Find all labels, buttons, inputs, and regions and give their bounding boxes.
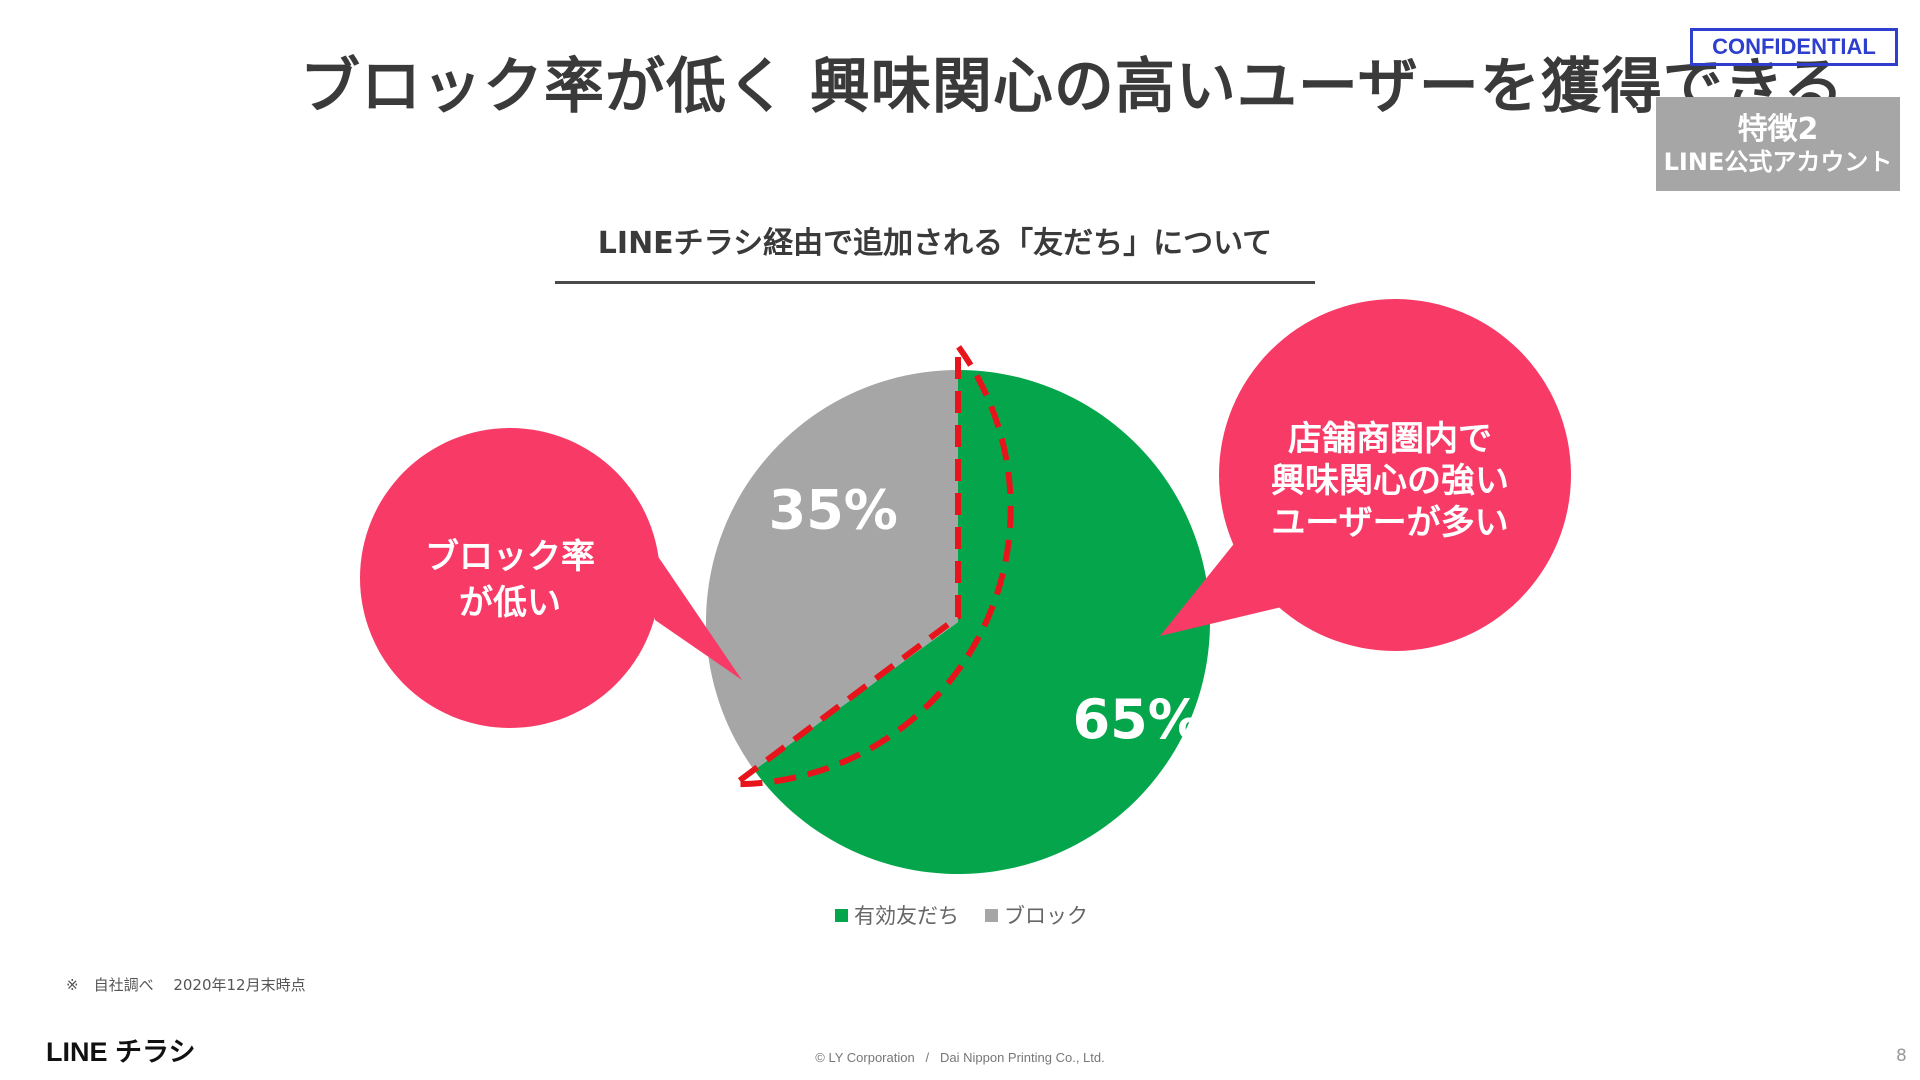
callout-left-bubble bbox=[360, 428, 660, 728]
callout-right-line3: ユーザーが多い bbox=[1271, 503, 1508, 543]
legend-item-block: ブロック bbox=[985, 900, 1088, 930]
confidential-badge: CONFIDENTIAL bbox=[1690, 28, 1898, 66]
legend-label-block: ブロック bbox=[1004, 904, 1088, 928]
callout-left: ブロック率 が低い bbox=[360, 428, 742, 728]
copyright: © LY Corporation / Dai Nippon Printing C… bbox=[815, 1050, 1105, 1065]
legend-item-active: 有効友だち bbox=[835, 900, 959, 930]
legend-label-active: 有効友だち bbox=[854, 904, 959, 928]
feature-badge: 特徴2 LINE公式アカウント bbox=[1656, 97, 1900, 191]
callout-left-tail bbox=[640, 530, 742, 680]
block-slice-highlight bbox=[725, 336, 1014, 788]
chart-legend: 有効友だち ブロック bbox=[835, 900, 1088, 930]
pie-slice-block bbox=[706, 370, 958, 771]
callout-left-line2: が低い bbox=[459, 583, 561, 623]
feature-badge-number: 特徴2 bbox=[1737, 111, 1819, 147]
chart-subtitle: LINEチラシ経由で追加される「友だち」について bbox=[597, 226, 1273, 261]
legend-swatch-active bbox=[835, 908, 848, 922]
callout-right-line1: 店舗商圏内で bbox=[1288, 419, 1492, 459]
callout-left-line1: ブロック率 bbox=[425, 537, 595, 577]
slide-title: ブロック率が低く 興味関心の高いユーザーを獲得できる bbox=[300, 52, 1845, 122]
callout-right-tail bbox=[1160, 530, 1290, 636]
feature-badge-label: LINE公式アカウント bbox=[1663, 147, 1893, 176]
page-number: 8 bbox=[1896, 1046, 1907, 1066]
footnote: ※ 自社調べ 2020年12月末時点 bbox=[66, 976, 306, 994]
pie-slices bbox=[706, 370, 1210, 875]
pie-value-labels: 65% 35% bbox=[769, 478, 1202, 751]
value-label-block: 35% bbox=[769, 478, 898, 541]
subtitle-underline bbox=[555, 281, 1315, 284]
callout-right-line2: 興味関心の強い bbox=[1271, 461, 1509, 501]
value-label-active: 65% bbox=[1073, 688, 1202, 751]
line-chirashi-logo: LINE チラシ bbox=[46, 1037, 196, 1067]
callout-right: 店舗商圏内で 興味関心の強い ユーザーが多い bbox=[1160, 299, 1571, 651]
pie-slice-active bbox=[754, 370, 1210, 875]
legend-swatch-block bbox=[985, 908, 998, 922]
callout-right-bubble bbox=[1219, 299, 1571, 651]
